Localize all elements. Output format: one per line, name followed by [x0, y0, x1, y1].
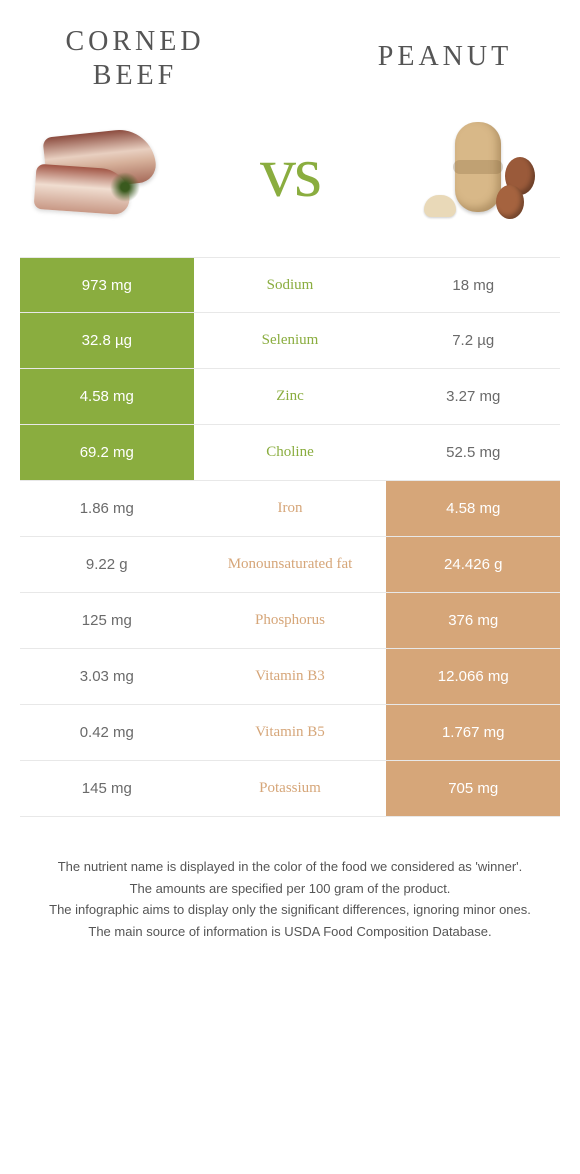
nutrient-name: Phosphorus	[194, 593, 387, 648]
left-value: 145 mg	[20, 761, 194, 816]
right-value: 1.767 mg	[386, 705, 560, 760]
nutrient-name: Vitamin B3	[194, 649, 387, 704]
vs-label: vs	[260, 131, 320, 214]
right-value: 376 mg	[386, 593, 560, 648]
nutrient-name: Monounsaturated fat	[194, 537, 387, 592]
left-value: 1.86 mg	[20, 481, 194, 536]
left-value: 4.58 mg	[20, 369, 194, 424]
header: Corned Beef Peanut	[0, 0, 580, 102]
corned-beef-image	[30, 112, 180, 232]
title-left: Corned Beef	[45, 25, 225, 92]
footer-line: The infographic aims to display only the…	[30, 900, 550, 920]
left-value: 9.22 g	[20, 537, 194, 592]
table-row: 125 mgPhosphorus376 mg	[20, 593, 560, 649]
right-value: 12.066 mg	[386, 649, 560, 704]
table-row: 0.42 mgVitamin B51.767 mg	[20, 705, 560, 761]
left-value: 125 mg	[20, 593, 194, 648]
right-value: 7.2 µg	[386, 313, 560, 368]
peanut-image	[400, 112, 550, 232]
nutrient-table: 973 mgSodium18 mg32.8 µgSelenium7.2 µg4.…	[20, 257, 560, 817]
right-value: 3.27 mg	[386, 369, 560, 424]
left-value: 973 mg	[20, 258, 194, 312]
footer-line: The amounts are specified per 100 gram o…	[30, 879, 550, 899]
nutrient-name: Potassium	[194, 761, 387, 816]
nutrient-name: Selenium	[194, 313, 387, 368]
right-value: 18 mg	[386, 258, 560, 312]
table-row: 32.8 µgSelenium7.2 µg	[20, 313, 560, 369]
table-row: 69.2 mgCholine52.5 mg	[20, 425, 560, 481]
left-value: 3.03 mg	[20, 649, 194, 704]
right-value: 705 mg	[386, 761, 560, 816]
left-value: 0.42 mg	[20, 705, 194, 760]
footer-notes: The nutrient name is displayed in the co…	[0, 817, 580, 941]
left-value: 32.8 µg	[20, 313, 194, 368]
right-value: 24.426 g	[386, 537, 560, 592]
nutrient-name: Iron	[194, 481, 387, 536]
footer-line: The nutrient name is displayed in the co…	[30, 857, 550, 877]
left-value: 69.2 mg	[20, 425, 194, 480]
nutrient-name: Sodium	[194, 258, 387, 312]
nutrient-name: Vitamin B5	[194, 705, 387, 760]
right-value: 52.5 mg	[386, 425, 560, 480]
table-row: 3.03 mgVitamin B312.066 mg	[20, 649, 560, 705]
image-row: vs	[0, 102, 580, 257]
table-row: 973 mgSodium18 mg	[20, 257, 560, 313]
footer-line: The main source of information is USDA F…	[30, 922, 550, 942]
table-row: 4.58 mgZinc3.27 mg	[20, 369, 560, 425]
table-row: 145 mgPotassium705 mg	[20, 761, 560, 817]
nutrient-name: Zinc	[194, 369, 387, 424]
table-row: 9.22 gMonounsaturated fat24.426 g	[20, 537, 560, 593]
title-right: Peanut	[355, 25, 535, 92]
nutrient-name: Choline	[194, 425, 387, 480]
table-row: 1.86 mgIron4.58 mg	[20, 481, 560, 537]
right-value: 4.58 mg	[386, 481, 560, 536]
